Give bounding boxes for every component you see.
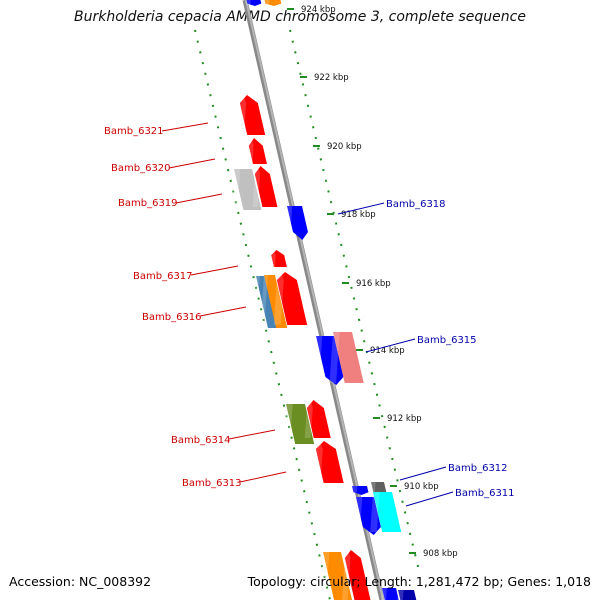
gene-label-bamb_6319: Bamb_6319	[118, 198, 178, 209]
feature-bottom-orange	[319, 552, 353, 600]
feature-bamb-6319-gray	[231, 169, 262, 210]
feature-bottom-blue-1	[381, 588, 399, 600]
gene-label-bamb_6318: Bamb_6318	[386, 199, 446, 210]
label-leader-line	[405, 491, 454, 507]
kbp-ticks: 924 kbp 922 kbp 920 kbp 918 kbp 916 kbp 914 k…	[287, 5, 458, 559]
label-leader-line	[168, 158, 216, 169]
label-leader-line	[365, 338, 416, 353]
gene-labels: Bamb_6321 Bamb_6320 Bamb_6319 Bamb_6317 Bamb…	[104, 122, 515, 507]
label-leader-line	[190, 265, 239, 276]
gene-label-bamb_6312: Bamb_6312	[448, 463, 508, 474]
kbp-label: 912 kbp	[387, 414, 422, 424]
kbp-label: 918 kbp	[341, 210, 376, 220]
feature-top-orange	[263, 0, 282, 6]
map-title: Burkholderia cepacia AMMD chromosome 3, …	[74, 9, 526, 25]
feature-bamb-6319	[252, 166, 278, 207]
label-leader-line	[239, 471, 287, 483]
gene-label-bamb_6315: Bamb_6315	[417, 335, 477, 346]
feature-pink	[329, 332, 364, 383]
feature-top-blue	[245, 0, 262, 6]
label-leader-line	[337, 202, 385, 215]
gene-features	[231, 0, 417, 600]
gene-label-bamb_6316: Bamb_6316	[142, 312, 202, 323]
feature-bamb-6313	[313, 441, 344, 483]
kbp-label: 924 kbp	[301, 5, 336, 15]
label-leader-line	[161, 122, 209, 132]
kbp-label: 914 kbp	[370, 346, 405, 356]
feature-bamb-6314-olive	[283, 404, 315, 444]
kbp-label: 920 kbp	[327, 142, 362, 152]
gene-label-bamb_6311: Bamb_6311	[455, 488, 515, 499]
feature-bamb-6317	[270, 250, 287, 267]
gene-label-bamb_6321: Bamb_6321	[104, 126, 164, 137]
gene-label-bamb_6317: Bamb_6317	[133, 271, 193, 282]
kbp-label: 910 kbp	[404, 482, 439, 492]
feature-bamb-6320	[247, 138, 267, 164]
feature-bamb-6318	[285, 206, 308, 240]
feature-bottom-red	[341, 550, 371, 600]
kbp-label: 916 kbp	[356, 279, 391, 289]
accession-text: Accession: NC_008392	[9, 574, 152, 589]
feature-bottom-blue-2	[397, 590, 417, 600]
kbp-label: 922 kbp	[314, 73, 349, 83]
feature-bamb-6311	[370, 492, 402, 532]
gene-label-bamb_6320: Bamb_6320	[111, 163, 171, 174]
feature-bamb-6316	[273, 272, 308, 325]
gene-label-bamb_6313: Bamb_6313	[182, 478, 242, 489]
feature-bamb-6321	[237, 95, 266, 135]
feature-bamb-6312	[370, 482, 387, 493]
label-leader-line	[399, 466, 447, 481]
label-leader-line	[199, 306, 247, 317]
label-leader-line	[228, 429, 276, 440]
topology-text: Topology: circular; Length: 1,281,472 bp…	[247, 574, 591, 589]
gene-label-bamb_6314: Bamb_6314	[171, 435, 231, 446]
feature-orange-mid	[260, 275, 288, 328]
feature-bamb-6314	[304, 400, 331, 438]
label-leader-line	[175, 193, 223, 204]
feature-bamb-6311-blue	[353, 497, 381, 535]
feature-bamb-6315	[313, 336, 344, 385]
kbp-label: 908 kbp	[423, 549, 458, 559]
feature-bamb-6312-blue	[351, 486, 369, 495]
